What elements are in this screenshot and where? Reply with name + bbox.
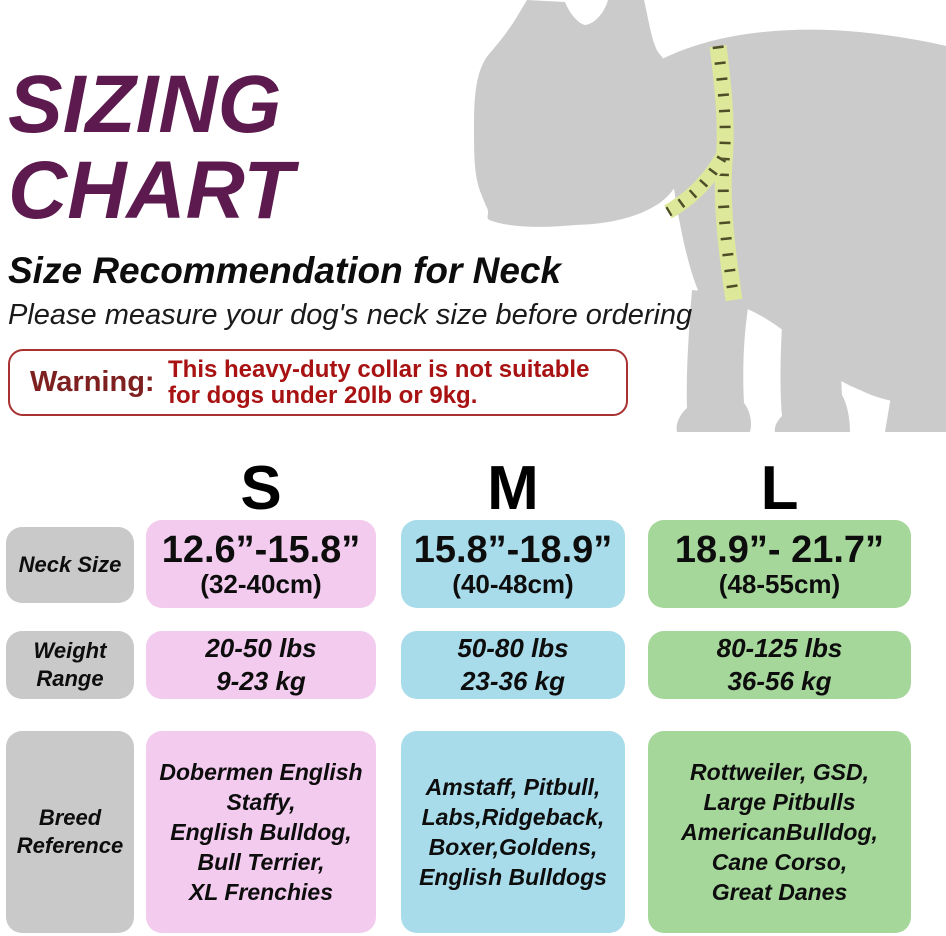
dog-paw-shape	[885, 390, 946, 432]
weight-m-kg: 23-36 kg	[460, 666, 566, 696]
cell-breed-reference-m: Amstaff, Pitbull, Labs,Ridgeback, Boxer,…	[401, 731, 625, 933]
cell-weight-range-l: 80-125 lbs 36-56 kg	[648, 631, 911, 699]
weight-s-lbs: 20-50 lbs	[205, 633, 317, 663]
dog-silhouette-illustration	[474, 0, 946, 432]
dog-head-shape	[474, 0, 689, 227]
row-header-weight-range: Weight Range	[6, 631, 134, 699]
cell-neck-size-s: 12.6”-15.8” (32-40cm)	[146, 520, 376, 608]
column-header-s: S	[240, 454, 282, 523]
dog-rear-leg-shape	[774, 326, 850, 432]
warning-message-line-2: for dogs under 20lb or 9kg.	[168, 381, 478, 409]
column-header-m: M	[487, 454, 539, 523]
subtitle: Size Recommendation for Neck	[8, 250, 562, 291]
breeds-s: Dobermen English Staffy, English Bulldog…	[159, 759, 363, 905]
weight-l-kg: 36-56 kg	[727, 666, 832, 696]
measuring-tape-branch	[664, 154, 729, 219]
cell-neck-size-m: 15.8”-18.9” (40-48cm)	[401, 520, 625, 608]
row-header-neck-size: Neck Size	[6, 527, 134, 603]
column-header-l: L	[760, 454, 799, 523]
neck-size-m-inches: 15.8”-18.9”	[413, 529, 613, 571]
dog-front-leg-shape	[676, 290, 752, 432]
breeds-l: Rottweiler, GSD, Large Pitbulls American…	[681, 759, 878, 905]
neck-size-m-cm: (40-48cm)	[452, 569, 574, 599]
page-title-line-2: CHART	[8, 145, 294, 236]
row-header-breed-reference: Breed Reference	[6, 731, 134, 933]
page-title: SIZING CHART	[8, 62, 293, 234]
warning-message-line-1: This heavy-duty collar is not suitable	[168, 355, 590, 383]
cell-neck-size-l: 18.9”- 21.7” (48-55cm)	[648, 520, 911, 608]
weight-m-lbs: 50-80 lbs	[457, 633, 569, 663]
warning-message: This heavy-duty collar is not suitable f…	[168, 355, 626, 409]
weight-s-kg: 9-23 kg	[216, 666, 306, 696]
warning-box: Warning: This heavy-duty collar is not s…	[8, 349, 628, 416]
cell-weight-range-m: 50-80 lbs 23-36 kg	[401, 631, 625, 699]
warning-label: Warning:	[30, 366, 155, 398]
measure-note: Please measure your dog's neck size befo…	[8, 299, 693, 331]
neck-size-s-cm: (32-40cm)	[200, 569, 322, 599]
neck-size-l-cm: (48-55cm)	[718, 569, 841, 599]
neck-size-l-inches: 18.9”- 21.7”	[674, 529, 885, 571]
neck-size-s-inches: 12.6”-15.8”	[161, 529, 361, 571]
page-title-line-1: SIZING	[8, 59, 282, 150]
cell-breed-reference-s: Dobermen English Staffy, English Bulldog…	[146, 731, 376, 933]
cell-breed-reference-l: Rottweiler, GSD, Large Pitbulls American…	[648, 731, 911, 933]
breeds-m: Amstaff, Pitbull, Labs,Ridgeback, Boxer,…	[419, 774, 607, 890]
cell-weight-range-s: 20-50 lbs 9-23 kg	[146, 631, 376, 699]
weight-l-lbs: 80-125 lbs	[716, 633, 843, 663]
